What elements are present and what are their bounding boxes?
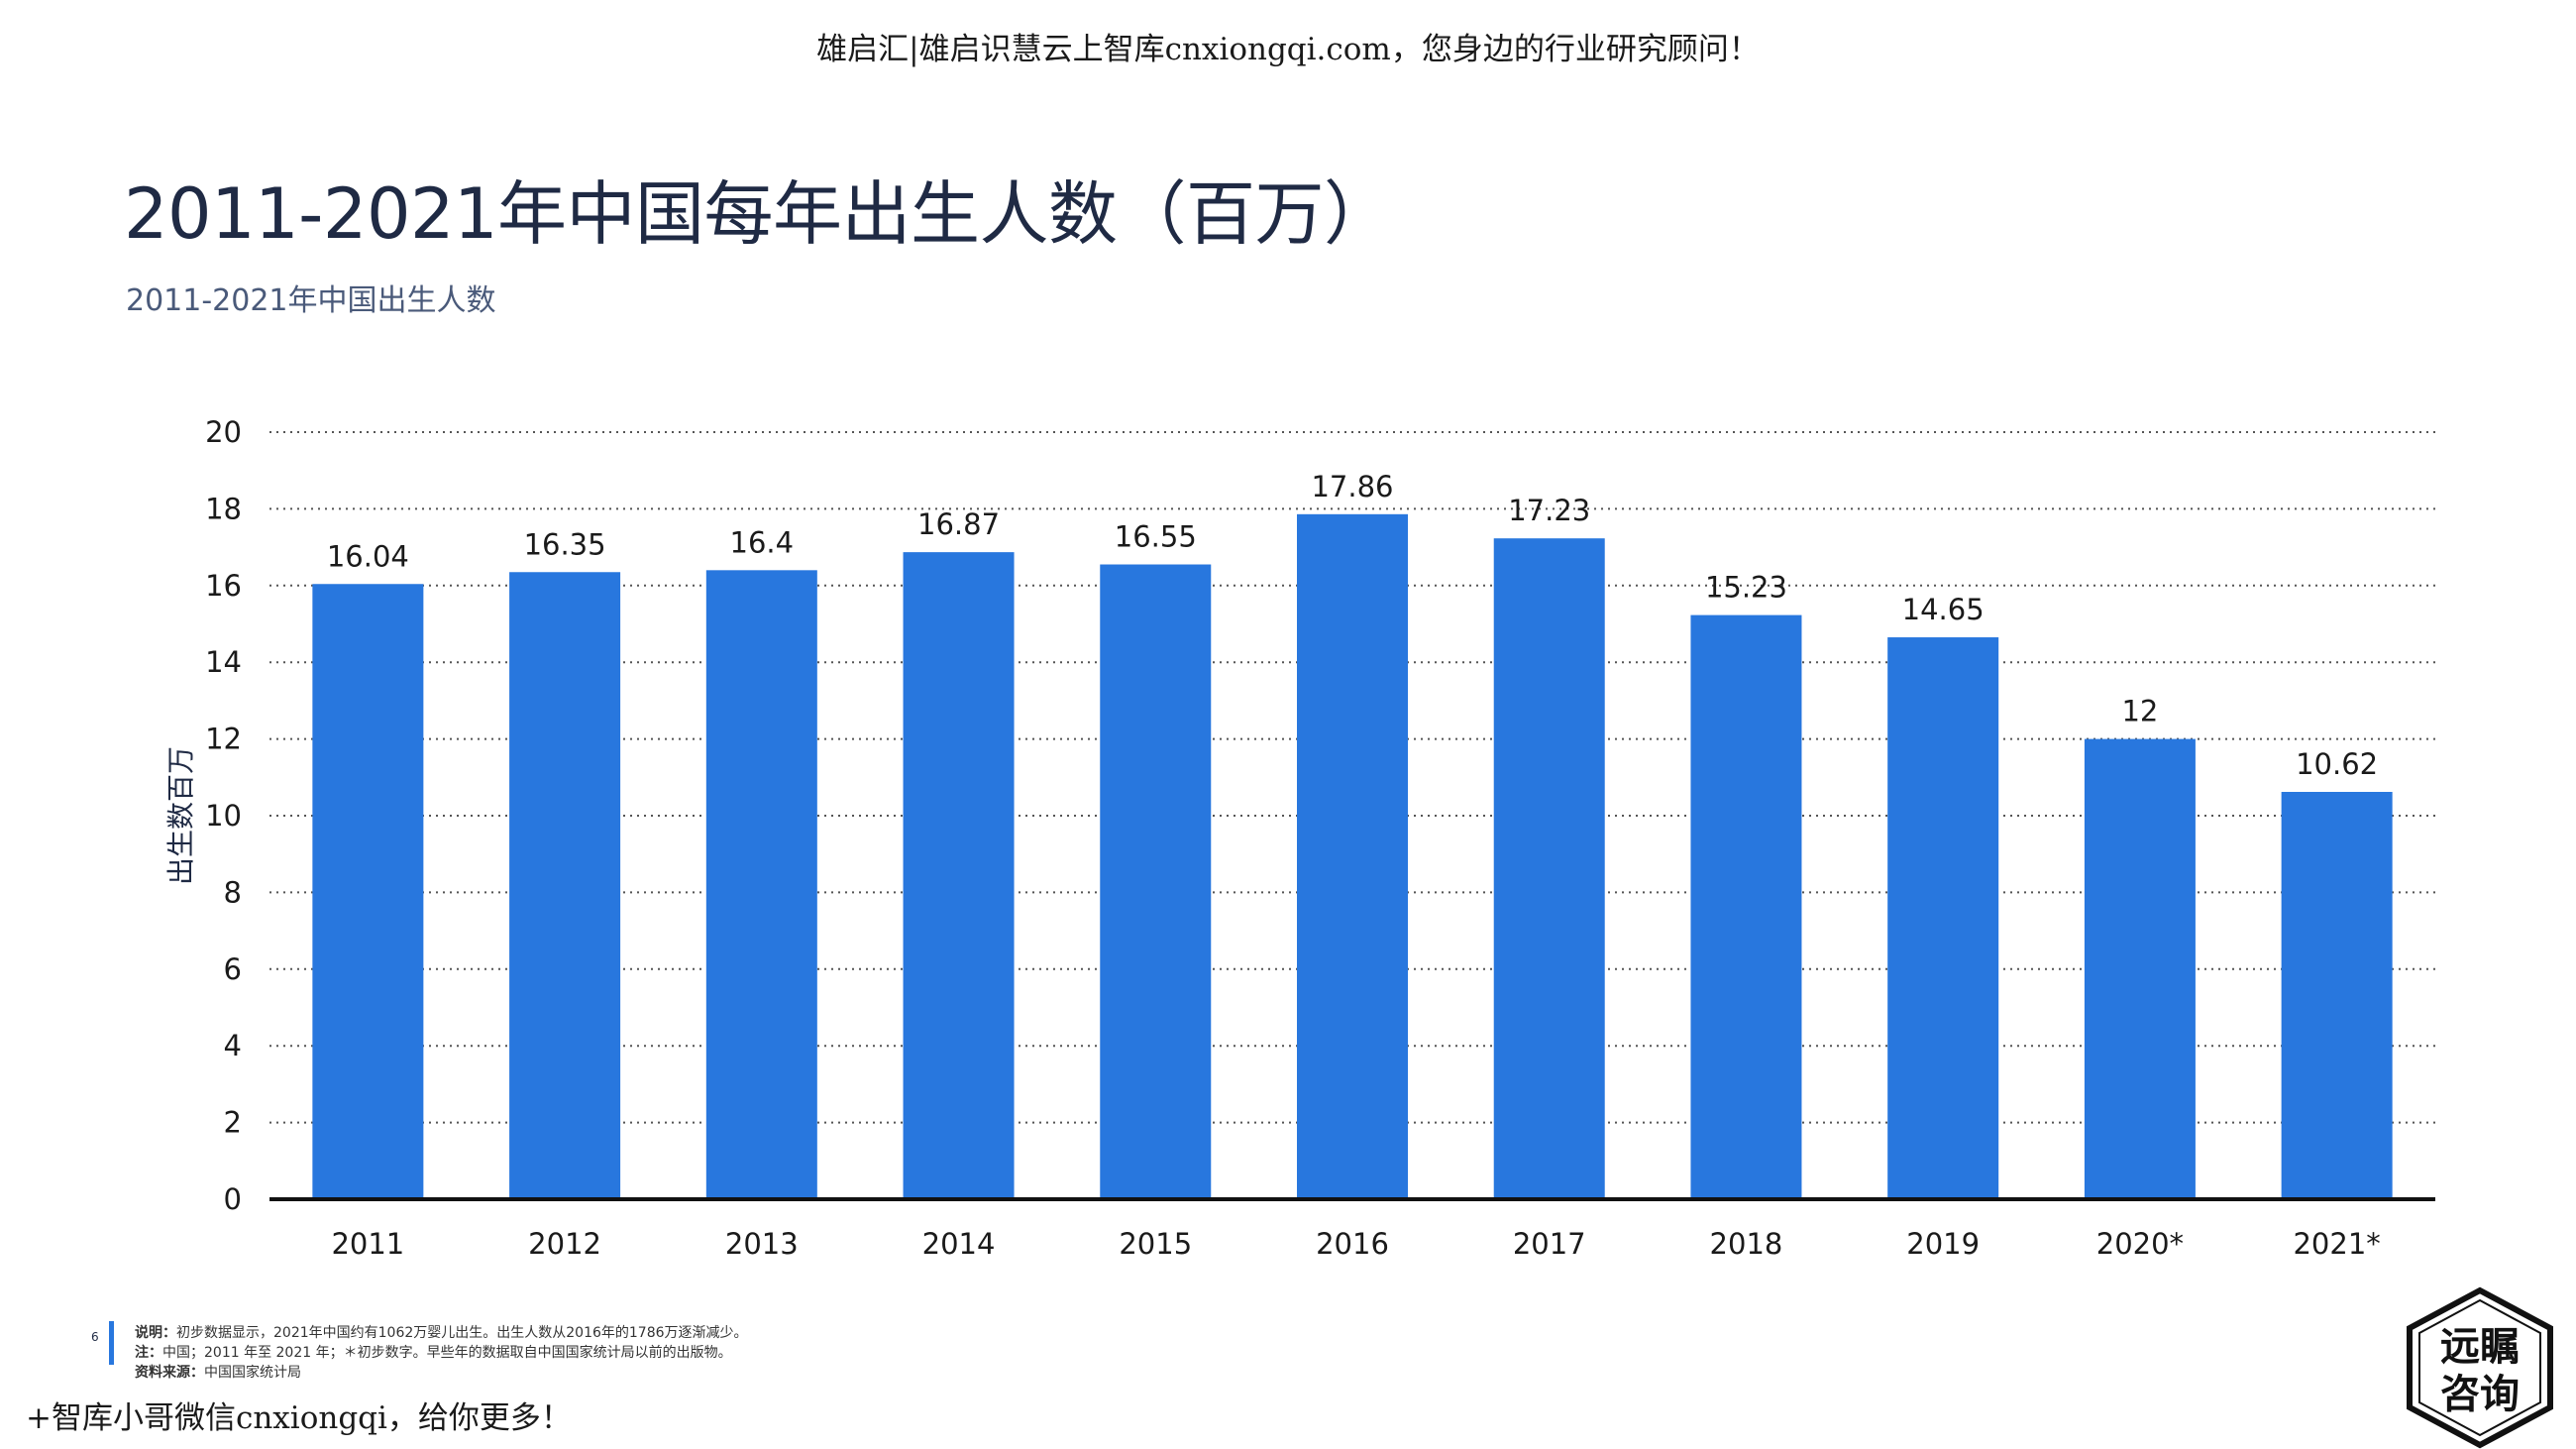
page-title: 2011-2021年中国每年出生人数（百万） — [124, 173, 1393, 255]
x-tick-label: 2014 — [922, 1227, 996, 1261]
x-tick-label: 2020* — [2096, 1227, 2184, 1261]
note-label-3: 资料来源： — [135, 1365, 204, 1381]
x-tick-label: 2012 — [528, 1227, 601, 1261]
y-tick-label: 14 — [205, 645, 242, 679]
value-label: 17.86 — [1311, 470, 1393, 503]
bar-2019 — [1887, 637, 1999, 1199]
note-line-2: 注：中国；2011 年至 2021 年；＊初步数字。早些年的数据取自中国国家统计… — [135, 1343, 748, 1363]
x-tick-label: 2015 — [1119, 1227, 1192, 1261]
company-logo: 远瞩 咨询 — [2407, 1286, 2553, 1449]
note-label-2: 注： — [135, 1345, 162, 1361]
value-label: 16.87 — [917, 507, 1000, 541]
x-tick-label: 2013 — [725, 1227, 799, 1261]
x-tick-label: 2016 — [1316, 1227, 1389, 1261]
logo-text-line2: 咨询 — [2440, 1371, 2520, 1417]
value-label: 16.35 — [524, 527, 606, 561]
x-tick-labels: 2011 2012 2013 2014 2015 2016 2017 2018 2019 2020… — [331, 1227, 2380, 1261]
page-accent-bar — [109, 1321, 114, 1365]
x-tick-label: 2017 — [1513, 1227, 1586, 1261]
value-label: 16.04 — [327, 539, 409, 573]
bars — [312, 513, 2393, 1199]
bar-2011 — [312, 584, 424, 1199]
y-tick-label: 8 — [224, 875, 242, 909]
value-label: 10.62 — [2296, 747, 2378, 781]
bar-2015 — [1100, 564, 1212, 1199]
bar-2012 — [509, 572, 621, 1199]
value-label: 16.4 — [730, 525, 795, 559]
y-tick-label: 10 — [205, 799, 242, 833]
page-subtitle: 2011-2021年中国出生人数 — [126, 283, 496, 318]
y-tick-label: 4 — [224, 1029, 242, 1062]
y-tick-label: 16 — [205, 569, 242, 603]
bar-2018 — [1690, 614, 1802, 1199]
logo-text-line1: 远瞩 — [2440, 1323, 2520, 1370]
x-tick-label: 2019 — [1906, 1227, 1980, 1261]
footnotes: 说明：初步数据显示，2021年中国约有1062万婴儿出生。出生人数从2016年的… — [135, 1323, 748, 1383]
value-label: 16.55 — [1115, 520, 1197, 554]
y-tick-label: 2 — [224, 1106, 242, 1140]
value-label: 12 — [2121, 695, 2158, 728]
value-labels: 16.04 16.35 16.4 16.87 16.55 17.86 17.23 15.23 1… — [327, 470, 2378, 781]
bar-2017 — [1493, 538, 1605, 1199]
y-axis-label: 出生数百万 — [164, 746, 197, 885]
bar-2013 — [705, 570, 817, 1199]
x-tick-label: 2021* — [2293, 1227, 2380, 1261]
bar-2020* — [2084, 738, 2196, 1199]
value-label: 15.23 — [1705, 571, 1787, 605]
y-tick-label: 12 — [205, 723, 242, 756]
note-line-1: 说明：初步数据显示，2021年中国约有1062万婴儿出生。出生人数从2016年的… — [135, 1323, 748, 1343]
note-label-1: 说明： — [135, 1325, 176, 1341]
footer-watermark: +智库小哥微信cnxiongqi，给你更多！ — [26, 1400, 572, 1436]
y-tick-label: 6 — [224, 952, 242, 986]
bar-2014 — [903, 552, 1015, 1199]
bar-2016 — [1297, 513, 1408, 1199]
y-tick-label: 0 — [224, 1182, 242, 1216]
value-label: 14.65 — [1902, 593, 1985, 626]
note-text-1: 初步数据显示，2021年中国约有1062万婴儿出生。出生人数从2016年的178… — [176, 1325, 748, 1341]
x-tick-label: 2011 — [331, 1227, 404, 1261]
value-label: 17.23 — [1508, 494, 1590, 527]
note-text-3: 中国国家统计局 — [204, 1365, 301, 1381]
x-tick-label: 2018 — [1710, 1227, 1783, 1261]
y-tick-label: 20 — [205, 415, 242, 449]
note-text-2: 中国；2011 年至 2021 年；＊初步数字。早些年的数据取自中国国家统计局以… — [162, 1345, 732, 1361]
note-line-3: 资料来源：中国国家统计局 — [135, 1363, 748, 1383]
bar-2021* — [2281, 792, 2393, 1199]
y-tick-labels: 0 2 4 6 8 10 12 14 16 18 20 — [205, 415, 242, 1216]
y-tick-label: 18 — [205, 492, 242, 525]
header-watermark: 雄启汇|雄启识慧云上智库cnxiongqi.com，您身边的行业研究顾问！ — [816, 32, 1760, 67]
page-number: 6 — [91, 1330, 99, 1344]
